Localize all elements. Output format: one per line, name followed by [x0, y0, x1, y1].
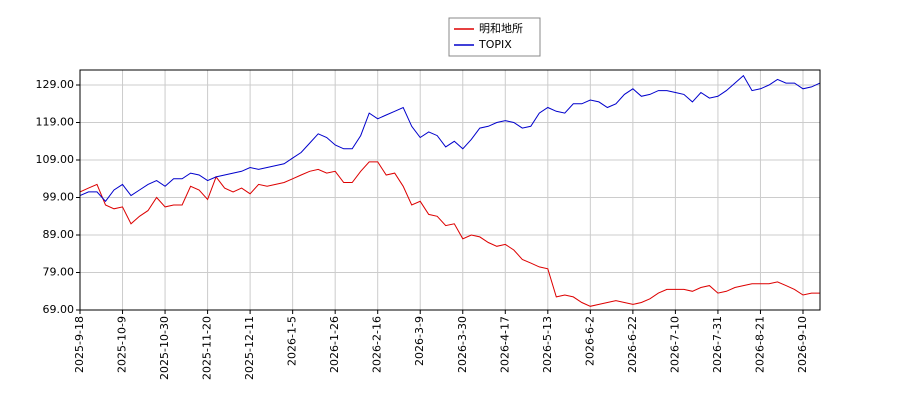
- y-tick-label: 119.00: [36, 116, 75, 129]
- x-tick-label: 2026-4-17: [498, 316, 511, 373]
- x-tick-label: 2025-12-11: [243, 316, 256, 380]
- x-tick-label: 2026-3-9: [413, 316, 426, 366]
- y-tick-label: 79.00: [43, 266, 75, 279]
- x-tick-label: 2026-6-22: [626, 316, 639, 373]
- legend-box: [448, 17, 541, 57]
- y-tick-label: 109.00: [36, 153, 75, 166]
- x-tick-label: 2026-9-10: [796, 316, 809, 373]
- legend-label: 明和地所: [479, 22, 523, 35]
- x-tick-label: 2026-7-31: [711, 316, 724, 373]
- x-tick-label: 2025-11-20: [201, 316, 214, 380]
- y-tick-label: 69.00: [43, 303, 75, 316]
- x-tick-label: 2026-2-16: [371, 316, 384, 373]
- y-tick-label: 89.00: [43, 228, 75, 241]
- x-tick-label: 2025-10-9: [116, 316, 129, 373]
- series-line: [79, 74, 821, 203]
- legend-label: TOPIX: [478, 38, 512, 51]
- x-tick-label: 2025-10-30: [158, 316, 171, 380]
- x-tick-label: 2026-8-21: [753, 316, 766, 373]
- x-tick-label: 2026-6-2: [583, 316, 596, 366]
- x-tick-label: 2026-1-5: [286, 316, 299, 366]
- x-tick-label: 2026-1-26: [328, 316, 341, 373]
- series-line: [79, 161, 820, 307]
- x-tick-label: 2026-7-10: [668, 316, 681, 373]
- y-tick-label: 99.00: [43, 191, 75, 204]
- x-tick-label: 2026-5-13: [541, 316, 554, 373]
- x-tick-label: 2025-9-18: [73, 316, 86, 373]
- plot-frame: [79, 69, 821, 311]
- y-tick-label: 129.00: [36, 78, 75, 91]
- legend: 明和地所 TOPIX: [448, 17, 541, 57]
- x-tick-label: 2026-3-30: [456, 316, 469, 373]
